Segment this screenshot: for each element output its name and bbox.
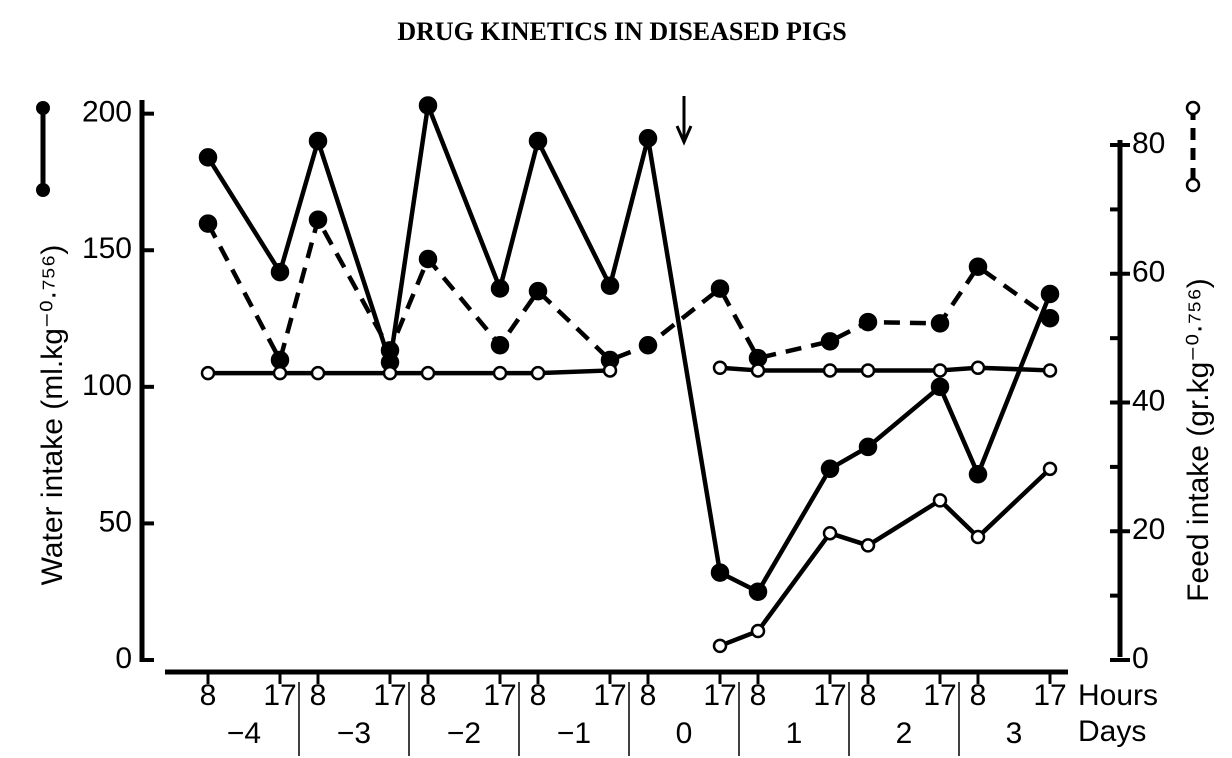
day-label: 2 [896, 717, 913, 750]
series-line [206, 103, 1053, 594]
day-label: −4 [227, 717, 261, 750]
series-line [208, 365, 1051, 376]
data-point [418, 96, 438, 115]
data-point [712, 360, 728, 375]
data-point [270, 262, 290, 282]
day-label: −3 [337, 717, 371, 750]
x-tick-label: 17 [703, 679, 736, 712]
x-tick-label: 17 [593, 679, 626, 712]
x-tick-label: 8 [860, 679, 877, 712]
x-tick-label: 17 [1033, 679, 1066, 712]
data-point [710, 279, 730, 298]
y-tick-label: 100 [82, 369, 132, 402]
x-tick-label: 8 [970, 679, 987, 712]
data-point [198, 148, 218, 167]
data-point [858, 312, 878, 332]
day-label: −1 [557, 717, 591, 750]
data-point [602, 363, 618, 378]
y2-axis-label: Feed intake (gr.kg⁻⁰·⁷⁵⁶) [1182, 278, 1215, 602]
data-point [860, 363, 876, 378]
x-tick-label: 8 [310, 679, 327, 712]
day-label: −2 [447, 717, 481, 750]
legend-symbol-left [36, 101, 50, 197]
data-point [380, 341, 400, 360]
y2-tick-label: 0 [1132, 642, 1149, 675]
data-point [492, 365, 508, 381]
data-point [822, 525, 838, 541]
data-point [200, 365, 216, 381]
data-point [712, 638, 728, 654]
data-point [638, 128, 658, 148]
data-point [528, 281, 548, 301]
data-point [820, 459, 840, 479]
data-point [750, 623, 766, 639]
x-tick-label: 17 [373, 679, 406, 712]
y2-tick-label: 80 [1132, 127, 1165, 160]
x-tick-label: 8 [420, 679, 437, 712]
data-point [1040, 284, 1060, 304]
data-point [530, 365, 546, 381]
day-axis-label: Days [1078, 715, 1146, 748]
x-tick-label: 8 [750, 679, 767, 712]
data-point [930, 377, 950, 397]
x-tick-label: 17 [813, 679, 846, 712]
data-point [1042, 363, 1058, 378]
day-label: 3 [1006, 717, 1023, 750]
x-tick-label: 17 [923, 679, 956, 712]
data-point [420, 365, 436, 381]
data-point [750, 363, 766, 378]
data-point [490, 335, 510, 355]
series-line [206, 217, 1052, 363]
y2-tick-label: 60 [1132, 256, 1165, 289]
data-point [600, 276, 620, 296]
x-axis-label: Hours [1078, 679, 1158, 712]
data-point [860, 538, 876, 553]
data-point [968, 257, 988, 276]
series-line [719, 467, 1052, 648]
data-point [490, 279, 510, 298]
data-point [310, 365, 326, 381]
x-tick-label: 8 [640, 679, 657, 712]
data-point [270, 350, 290, 370]
y-axis-label: Water intake (ml.kg⁻⁰·⁷⁵⁶) [36, 245, 69, 586]
data-point [1042, 461, 1058, 477]
data-point [308, 210, 328, 229]
y2-tick-label: 20 [1132, 513, 1165, 546]
x-tick-label: 17 [263, 679, 296, 712]
data-point [272, 365, 288, 381]
data-point [932, 363, 948, 378]
data-point [822, 363, 838, 378]
data-point [308, 131, 328, 151]
data-point [968, 464, 988, 484]
y-tick-label: 150 [82, 232, 132, 265]
data-point [1040, 308, 1060, 328]
data-point [418, 249, 438, 269]
legend-symbol-right [1185, 100, 1201, 193]
data-point [970, 529, 986, 545]
data-point [382, 365, 398, 381]
data-point [638, 335, 658, 355]
data-point [932, 493, 948, 508]
arrow-annotation [675, 96, 693, 146]
data-point [930, 314, 950, 333]
x-tick-label: 17 [483, 679, 516, 712]
data-point [858, 437, 878, 457]
data-point [528, 131, 548, 151]
y-tick-label: 50 [99, 505, 132, 538]
y2-tick-label: 40 [1132, 384, 1165, 417]
day-label: 1 [786, 717, 803, 750]
data-point [710, 563, 730, 582]
data-point [820, 332, 840, 351]
day-label: 0 [676, 717, 693, 750]
data-point [970, 360, 986, 375]
chart-title: DRUG KINETICS IN DISEASED PIGS [397, 17, 846, 46]
y-tick-label: 0 [115, 642, 132, 675]
x-tick-label: 8 [530, 679, 547, 712]
data-point [748, 582, 768, 601]
x-tick-label: 8 [200, 679, 217, 712]
y-tick-label: 200 [82, 96, 132, 129]
data-point [198, 214, 218, 233]
